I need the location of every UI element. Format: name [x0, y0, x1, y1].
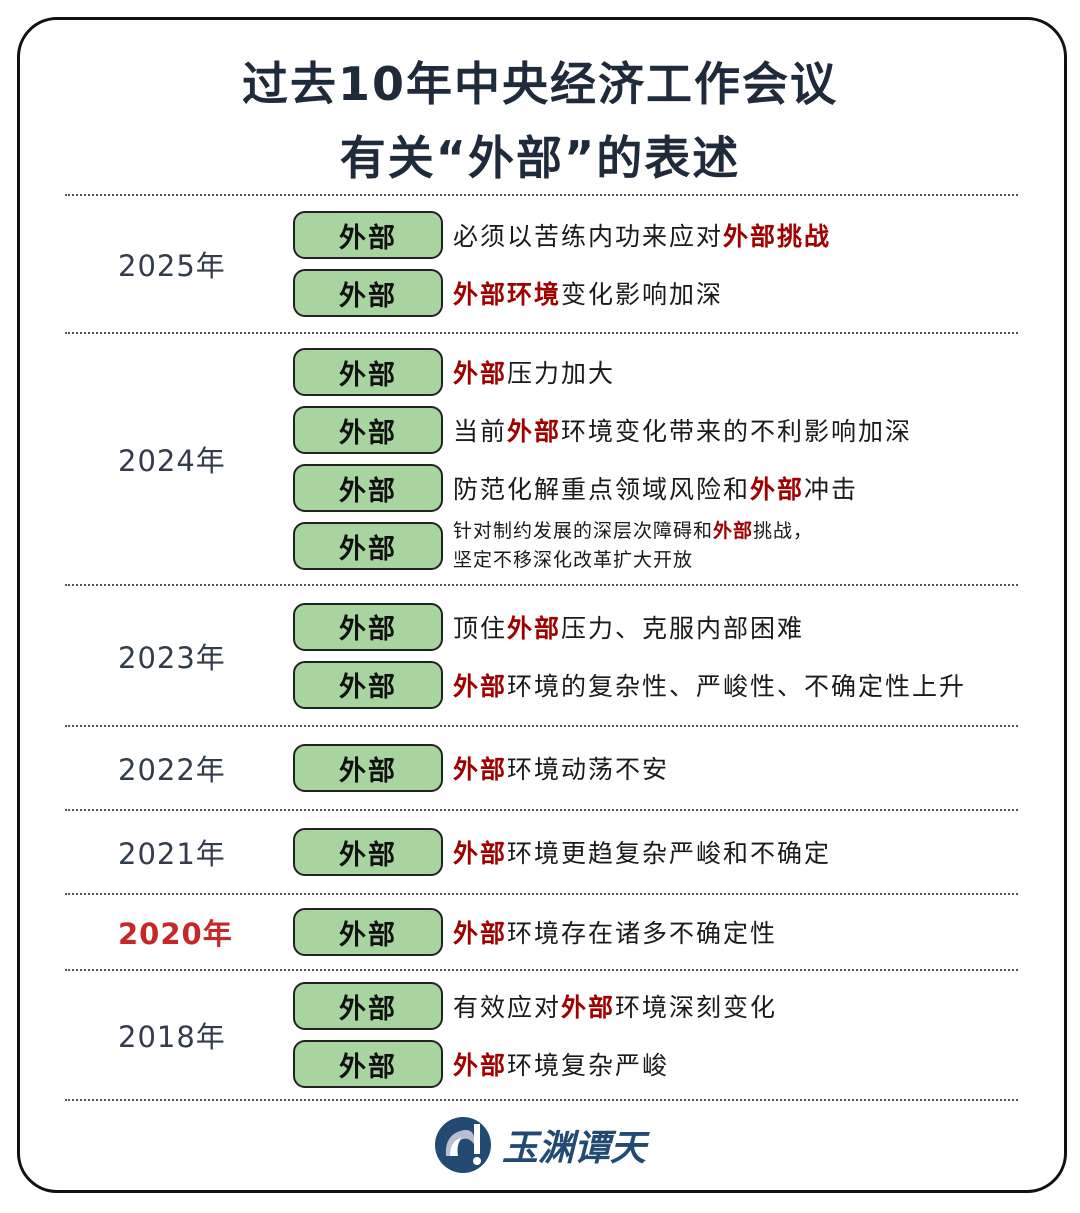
text-segment: 顶住 — [453, 613, 508, 643]
text-segment: 坚定不移深化改革扩大开放 — [453, 549, 694, 571]
text-segment: 环境深刻变化 — [615, 993, 778, 1022]
statement-row: 外部 当前外部环境变化带来的不利影响加深 — [293, 406, 1018, 454]
statement-row: 外部 外部环境更趋复杂严峻和不确定 — [293, 828, 1018, 876]
year-label: 2021年 — [118, 837, 226, 871]
statement-text: 防范化解重点领域风险和外部冲击 — [453, 470, 858, 506]
year-label: 2024年 — [118, 444, 226, 478]
text-segment: 变化影响加深 — [561, 280, 724, 309]
text-segment: 压力、克服内部困难 — [561, 613, 805, 643]
text-segment: 挑战， — [753, 520, 814, 542]
highlight-text: 外部 — [713, 520, 754, 542]
year-group: 2021年 外部 外部环境更趋复杂严峻和不确定 — [65, 809, 1018, 893]
statement-row: 外部 外部环境变化影响加深 — [293, 269, 1018, 317]
highlight-text: 外部挑战 — [723, 222, 832, 251]
tag-pill: 外部 — [293, 908, 443, 956]
year-group: 2023年 外部 顶住外部压力、克服内部困难 外部 外部环境的复杂性、严峻性、不确定性上… — [65, 584, 1018, 725]
statement-row: 外部 针对制约发展的深层次障碍和外部挑战， 坚定不移深化改革扩大开放 — [293, 520, 1018, 571]
highlight-text: 外部 — [507, 613, 562, 643]
statement-text: 外部环境更趋复杂严峻和不确定 — [453, 834, 831, 870]
statement-row: 外部 外部环境存在诸多不确定性 — [293, 908, 1018, 956]
year-group: 2025年 外部 必须以苦练内功来应对外部挑战 外部 外部环境变化影响加深 — [65, 194, 1018, 332]
year-label: 2018年 — [118, 1020, 226, 1054]
year-group: 2022年 外部 外部环境动荡不安 — [65, 725, 1018, 809]
year-group: 2020年 外部 外部环境存在诸多不确定性 — [65, 893, 1018, 969]
text-segment: 压力加大 — [507, 359, 616, 388]
statement-text: 外部环境动荡不安 — [453, 750, 669, 786]
highlight-text: 外部 — [750, 475, 805, 504]
text-segment: 有效应对 — [453, 993, 562, 1022]
tag-pill: 外部 — [293, 406, 443, 454]
statement-row: 外部 外部环境复杂严峻 — [293, 1040, 1018, 1088]
statement-row: 外部 外部压力加大 — [293, 348, 1018, 396]
statement-text: 外部环境变化影响加深 — [453, 275, 723, 311]
text-segment: 必须以苦练内功来应对 — [453, 222, 724, 251]
statement-text: 针对制约发展的深层次障碍和外部挑战， 坚定不移深化改革扩大开放 — [453, 517, 813, 575]
statements-table: 2025年 外部 必须以苦练内功来应对外部挑战 外部 外部环境变化影响加深 2024年 外部… — [65, 194, 1018, 1101]
tag-pill: 外部 — [293, 982, 443, 1030]
highlight-text: 外部 — [453, 919, 508, 948]
tag-pill: 外部 — [293, 522, 443, 570]
statement-text: 外部环境复杂严峻 — [453, 1046, 669, 1082]
tag-pill: 外部 — [293, 660, 443, 709]
statement-row: 外部 有效应对外部环境深刻变化 — [293, 982, 1018, 1030]
tag-pill: 外部 — [293, 744, 443, 792]
statement-text: 外部环境存在诸多不确定性 — [453, 914, 777, 950]
tag-pill: 外部 — [293, 348, 443, 396]
title-line-1: 过去10年中央经济工作会议 — [241, 57, 838, 111]
tag-pill: 外部 — [293, 828, 443, 876]
statement-text: 必须以苦练内功来应对外部挑战 — [453, 217, 831, 253]
title-line-2: 有关“外部”的表述 — [339, 131, 741, 185]
statement-text: 外部压力加大 — [453, 354, 615, 390]
statement-text: 当前外部环境变化带来的不利影响加深 — [453, 412, 912, 448]
highlight-text: 外部 — [453, 755, 508, 784]
statement-row: 外部 顶住外部压力、克服内部困难 — [293, 602, 1018, 651]
highlight-text: 外部环境 — [453, 280, 562, 309]
year-group: 2018年 外部 有效应对外部环境深刻变化 外部 外部环境复杂严峻 — [65, 969, 1018, 1101]
tag-pill: 外部 — [293, 464, 443, 512]
tag-pill: 外部 — [293, 211, 443, 259]
highlight-text: 外部 — [453, 359, 508, 388]
text-segment: 防范化解重点领域风险和 — [453, 475, 751, 504]
text-segment: 环境更趋复杂严峻和不确定 — [507, 839, 832, 868]
statement-row: 外部 必须以苦练内功来应对外部挑战 — [293, 211, 1018, 259]
tag-pill: 外部 — [293, 602, 443, 651]
text-segment: 针对制约发展的深层次障碍和 — [453, 520, 714, 542]
statement-row: 外部 防范化解重点领域风险和外部冲击 — [293, 464, 1018, 512]
card-frame — [17, 17, 1067, 1193]
year-label: 2022年 — [118, 753, 226, 787]
year-label: 2020年 — [118, 917, 233, 951]
text-segment: 环境动荡不安 — [507, 755, 670, 784]
tag-pill: 外部 — [293, 269, 443, 317]
text-segment: 当前 — [453, 417, 508, 446]
statement-text: 有效应对外部环境深刻变化 — [453, 988, 777, 1024]
statement-text: 外部环境的复杂性、严峻性、不确定性上升 — [453, 667, 966, 703]
logo: 玉渊谭天 — [434, 1116, 646, 1174]
highlight-text: 外部 — [453, 1051, 508, 1080]
tag-pill: 外部 — [293, 1040, 443, 1088]
text-segment: 冲击 — [804, 475, 859, 504]
highlight-text: 外部 — [507, 417, 562, 446]
logo-icon — [435, 1117, 491, 1173]
text-segment: 环境复杂严峻 — [507, 1051, 670, 1080]
highlight-text: 外部 — [453, 839, 508, 868]
highlight-text: 外部 — [561, 993, 616, 1022]
text-segment: 环境的复杂性、严峻性、不确定性上升 — [507, 671, 967, 701]
year-label: 2023年 — [118, 640, 226, 675]
statement-row: 外部 外部环境动荡不安 — [293, 744, 1018, 792]
text-segment: 环境存在诸多不确定性 — [507, 919, 778, 948]
text-segment: 环境变化带来的不利影响加深 — [561, 417, 913, 446]
statement-text: 顶住外部压力、克服内部困难 — [453, 609, 804, 645]
highlight-text: 外部 — [453, 671, 508, 701]
statement-row: 外部 外部环境的复杂性、严峻性、不确定性上升 — [293, 660, 1018, 709]
logo-text: 玉渊谭天 — [502, 1127, 647, 1169]
year-group: 2024年 外部 外部压力加大 外部 当前外部环境变化带来的不利影响加深 外部 防范化解重点… — [65, 332, 1018, 584]
year-label: 2025年 — [118, 249, 226, 283]
